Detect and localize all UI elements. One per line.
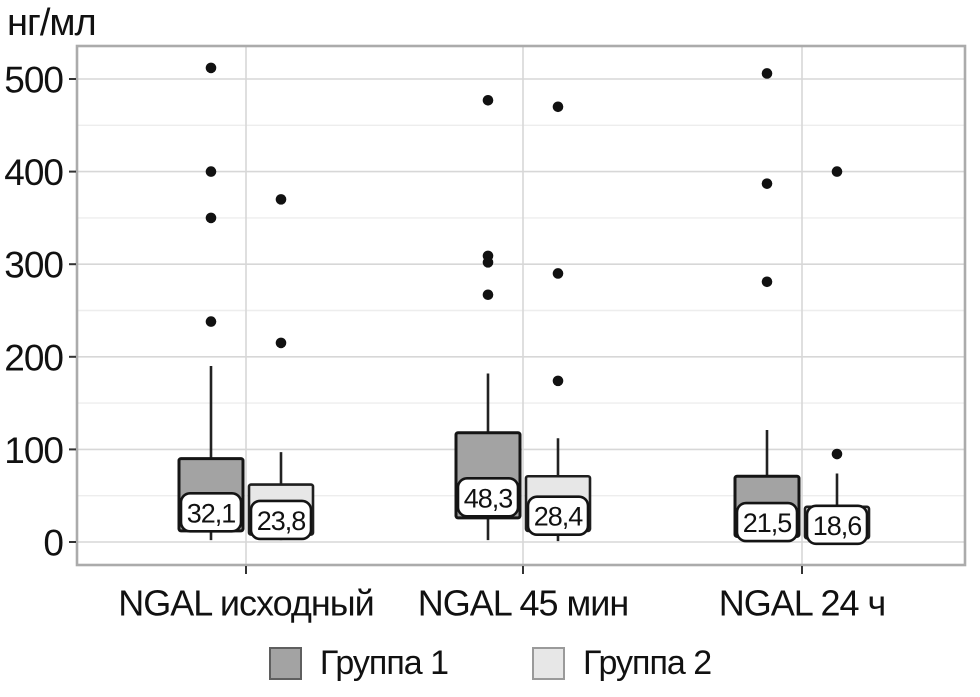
axis-frame [75, 44, 967, 567]
y-axis-unit-label: нг/мл [7, 2, 97, 44]
outlier-dot [552, 101, 564, 113]
outlier-dot [205, 62, 217, 74]
legend: Группа 1 Группа 2 [0, 644, 980, 683]
median-label-box [735, 501, 799, 543]
outlier-dot [205, 166, 217, 177]
y-axis-tick-label: 400 [4, 152, 63, 193]
y-axis-tick-label: 200 [4, 337, 63, 378]
outlier-dot [205, 212, 217, 224]
median-label-box [805, 504, 869, 546]
median-label: 18,6 [813, 511, 862, 541]
median-label: 32,1 [187, 498, 236, 528]
median-label: 28,4 [534, 502, 584, 532]
x-axis-category-label: NGAL 45 мин [418, 583, 628, 624]
legend-item-group1: Группа 1 [268, 644, 449, 683]
outlier-dot [831, 166, 843, 177]
outlier-dot [482, 289, 494, 301]
y-axis-tick-label: 0 [43, 523, 63, 564]
legend-item-group2: Группа 2 [532, 644, 712, 683]
x-axis-category-label: NGAL 24 ч [719, 583, 886, 624]
y-axis-tick-label: 500 [4, 60, 63, 101]
legend-label-group2: Группа 2 [583, 644, 712, 682]
outlier-dot [761, 68, 773, 79]
outlier-dot [482, 94, 494, 106]
outlier-dot [482, 257, 494, 268]
median-label: 21,5 [743, 508, 792, 538]
outlier-dot [761, 178, 773, 189]
y-axis-tick-label: 100 [4, 430, 63, 471]
outlier-dot [761, 276, 773, 288]
legend-label-group1: Группа 1 [319, 644, 449, 682]
x-axis-category-label: NGAL исходный [118, 583, 374, 624]
y-axis-tick-label: 300 [4, 245, 63, 286]
group2-color-swatch [532, 647, 565, 680]
median-label-box [179, 491, 243, 533]
outlier-dot [831, 448, 843, 460]
outlier-dot [205, 316, 217, 327]
median-label: 48,3 [464, 483, 513, 513]
group1-color-swatch [268, 647, 302, 680]
outlier-dot [275, 194, 287, 205]
outlier-dot [552, 268, 564, 279]
median-label-box [249, 499, 313, 541]
median-label-box [526, 495, 590, 537]
outlier-dot [552, 375, 564, 387]
median-label: 23,8 [257, 506, 306, 536]
outlier-dot [275, 337, 287, 349]
plot-canvas: 0 100 200 300 400 500 NGAL исходный NGAL 45 мин… [4, 44, 967, 624]
median-label-box [456, 476, 520, 518]
